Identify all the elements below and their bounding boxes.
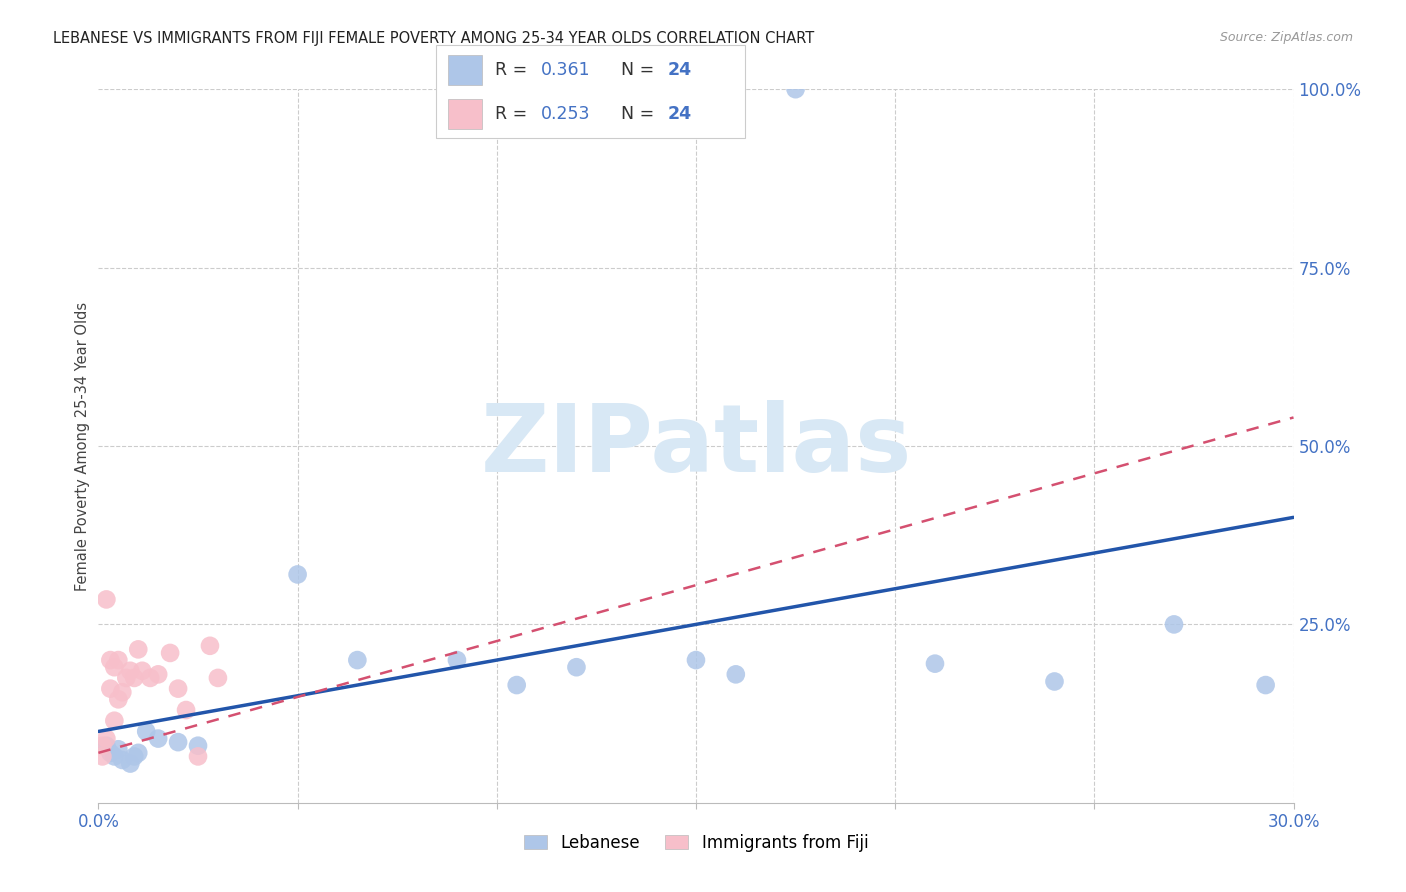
- Text: 24: 24: [668, 105, 692, 123]
- Point: [107, 653, 129, 667]
- Point: [98, 653, 122, 667]
- Point: [120, 664, 142, 678]
- Text: Source: ZipAtlas.com: Source: ZipAtlas.com: [1219, 31, 1353, 45]
- Point: [148, 667, 170, 681]
- Text: N =: N =: [621, 61, 661, 78]
- Point: [1163, 617, 1185, 632]
- Legend: Lebanese, Immigrants from Fiji: Lebanese, Immigrants from Fiji: [517, 828, 875, 859]
- Point: [98, 746, 122, 760]
- Point: [724, 667, 747, 681]
- Point: [685, 653, 707, 667]
- Text: LEBANESE VS IMMIGRANTS FROM FIJI FEMALE POVERTY AMONG 25-34 YEAR OLDS CORRELATIO: LEBANESE VS IMMIGRANTS FROM FIJI FEMALE …: [53, 31, 814, 46]
- Point: [198, 639, 221, 653]
- FancyBboxPatch shape: [436, 45, 745, 138]
- Point: [91, 749, 114, 764]
- Text: R =: R =: [495, 105, 533, 123]
- Point: [785, 82, 807, 96]
- Point: [103, 660, 125, 674]
- Point: [167, 681, 190, 696]
- Point: [174, 703, 197, 717]
- Point: [107, 692, 129, 706]
- Point: [287, 567, 309, 582]
- Point: [111, 685, 134, 699]
- Text: R =: R =: [495, 61, 533, 78]
- Text: 0.361: 0.361: [541, 61, 591, 78]
- Point: [103, 714, 125, 728]
- Point: [98, 681, 122, 696]
- Point: [111, 753, 134, 767]
- Text: 24: 24: [668, 61, 692, 78]
- Point: [1254, 678, 1277, 692]
- Point: [135, 724, 157, 739]
- Point: [139, 671, 162, 685]
- Text: 0.253: 0.253: [541, 105, 591, 123]
- Point: [207, 671, 229, 685]
- Point: [446, 653, 468, 667]
- Point: [1043, 674, 1066, 689]
- Point: [346, 653, 368, 667]
- Point: [924, 657, 946, 671]
- Point: [124, 749, 146, 764]
- Point: [187, 739, 209, 753]
- Point: [96, 592, 118, 607]
- Point: [91, 739, 114, 753]
- Point: [159, 646, 181, 660]
- Point: [187, 749, 209, 764]
- Point: [127, 746, 149, 760]
- Text: ZIPatlas: ZIPatlas: [481, 400, 911, 492]
- Point: [103, 749, 125, 764]
- Bar: [449, 55, 482, 85]
- Point: [565, 660, 588, 674]
- Point: [96, 731, 118, 746]
- Point: [167, 735, 190, 749]
- Point: [120, 756, 142, 771]
- Point: [148, 731, 170, 746]
- Point: [131, 664, 153, 678]
- Bar: [449, 99, 482, 129]
- Point: [127, 642, 149, 657]
- Point: [107, 742, 129, 756]
- Point: [96, 739, 118, 753]
- Point: [506, 678, 529, 692]
- Text: N =: N =: [621, 105, 661, 123]
- Point: [124, 671, 146, 685]
- Y-axis label: Female Poverty Among 25-34 Year Olds: Female Poverty Among 25-34 Year Olds: [75, 301, 90, 591]
- Point: [115, 671, 138, 685]
